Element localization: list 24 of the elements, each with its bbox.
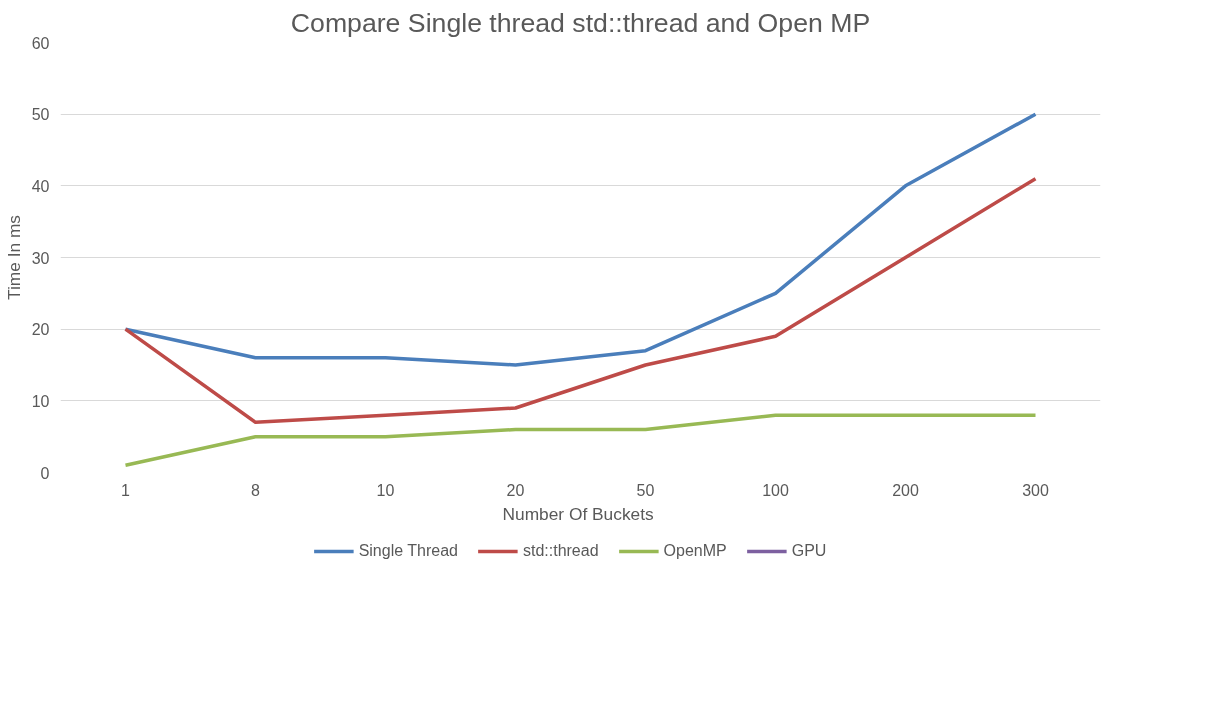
chart-title: Compare Single thread std::thread and Open MP: [290, 7, 871, 38]
y-tick-label: 30: [31, 249, 50, 267]
x-axis-title: Number Of Buckets: [502, 503, 655, 524]
x-tick-label: 100: [762, 481, 789, 499]
x-tick-label: 8: [251, 481, 261, 499]
y-tick-label: 50: [31, 106, 50, 124]
y-tick-label: 40: [31, 177, 50, 195]
legend-label: std::thread: [522, 542, 599, 560]
x-tick-label: 50: [636, 481, 655, 499]
x-tick-label: 1: [121, 481, 131, 499]
y-tick-label: 60: [31, 34, 50, 52]
line-series: [123, 413, 1038, 468]
x-tick-label: 20: [506, 481, 525, 499]
legend-label: Single Thread: [358, 542, 458, 560]
y-tick-label: 20: [31, 321, 50, 339]
x-tick-label: 200: [892, 481, 919, 499]
line-series: [123, 176, 1038, 425]
x-tick-label: 10: [376, 481, 395, 499]
legend-label: GPU: [791, 542, 827, 560]
y-tick-label: 10: [31, 392, 50, 410]
y-tick-label: 0: [40, 464, 50, 482]
legend-label: OpenMP: [663, 542, 727, 560]
y-axis-title: Time In ms: [3, 214, 24, 301]
x-tick-label: 300: [1022, 481, 1049, 499]
